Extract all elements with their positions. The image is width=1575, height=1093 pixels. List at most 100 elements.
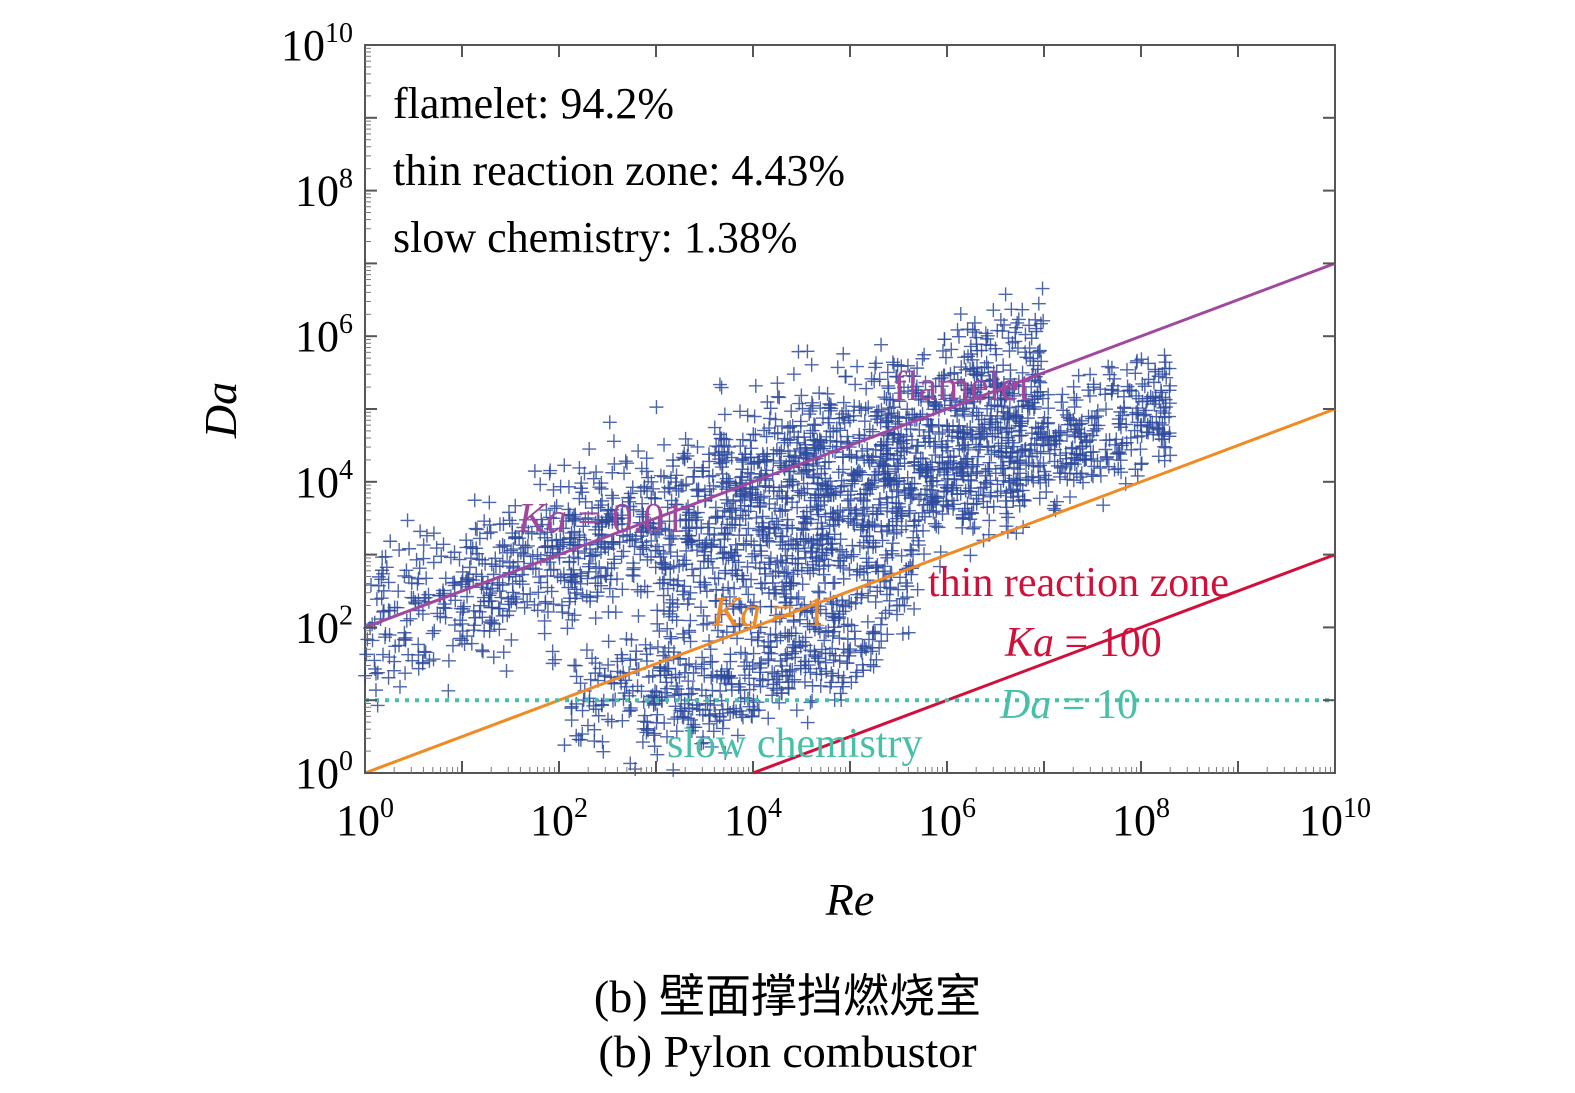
scatter-point	[810, 502, 825, 517]
scatter-point	[716, 551, 731, 566]
scatter-point	[482, 495, 497, 510]
scatter-point	[801, 658, 816, 673]
scatter-point	[953, 456, 968, 471]
scatter-point	[931, 418, 946, 433]
scatter-point	[745, 658, 760, 673]
scatter-point	[979, 331, 994, 346]
scatter-point	[1004, 302, 1019, 317]
scatter-point	[730, 728, 745, 743]
scatter-point	[508, 498, 523, 513]
scatter-point	[765, 688, 780, 703]
scatter-point	[836, 450, 851, 465]
scatter-point	[601, 634, 616, 649]
scatter-point	[739, 579, 754, 594]
scatter-point	[794, 485, 809, 500]
scatter-point	[847, 474, 862, 489]
scatter-point	[967, 520, 982, 535]
scatter-point	[977, 417, 992, 432]
scatter-point	[869, 356, 884, 371]
scatter-point	[893, 451, 908, 466]
scatter-point	[748, 378, 763, 393]
scatter-point	[759, 531, 774, 546]
scatter-point	[629, 644, 644, 659]
scatter-point	[888, 414, 903, 429]
scatter-point	[1011, 489, 1026, 504]
scatter-point	[1022, 341, 1037, 356]
scatter-point	[964, 505, 979, 520]
slow-chemistry-region-label: slow chemistry	[667, 721, 922, 767]
scatter-point	[713, 684, 728, 699]
scatter-point	[387, 600, 402, 615]
scatter-point	[637, 708, 652, 723]
scatter-point	[1079, 452, 1094, 467]
scatter-point	[605, 589, 620, 604]
scatter-point	[950, 425, 965, 440]
scatter-point	[860, 518, 875, 533]
scatter-point	[831, 465, 846, 480]
scatter-point	[775, 419, 790, 434]
scatter-point	[388, 639, 403, 654]
scatter-point	[938, 350, 953, 365]
scatter-point	[702, 482, 717, 497]
scatter-point	[955, 510, 970, 525]
scatter-point	[725, 512, 740, 527]
scatter-point	[1024, 331, 1039, 346]
scatter-point	[805, 423, 820, 438]
scatter-point	[391, 584, 406, 599]
scatter-point	[412, 561, 427, 576]
scatter-point	[674, 478, 689, 493]
scatter-point	[774, 480, 789, 495]
scatter-point	[943, 453, 958, 468]
scatter-point	[657, 437, 672, 452]
scatter-point	[1104, 360, 1119, 375]
scatter-point	[676, 626, 691, 641]
scatter-point	[767, 425, 782, 440]
scatter-point	[482, 614, 497, 629]
scatter-point	[699, 584, 714, 599]
scatter-point	[1085, 469, 1100, 484]
scatter-point	[784, 534, 799, 549]
scatter-point	[1033, 475, 1048, 490]
scatter-point	[556, 521, 571, 536]
scatter-point	[704, 539, 719, 554]
scatter-point	[650, 747, 665, 762]
scatter-point	[733, 645, 748, 660]
scatter-point	[376, 604, 391, 619]
scatter-point	[895, 626, 910, 641]
scatter-point	[746, 427, 761, 442]
scatter-point	[918, 435, 933, 450]
scatter-point	[533, 477, 548, 492]
scatter-point	[684, 533, 699, 548]
scatter-point	[790, 563, 805, 578]
scatter-point	[906, 518, 921, 533]
scatter-point	[859, 641, 874, 656]
scatter-point	[963, 386, 978, 401]
scatter-point	[540, 580, 555, 595]
scatter-point	[515, 524, 530, 539]
scatter-point	[1002, 343, 1017, 358]
scatter-point	[881, 518, 896, 533]
scatter-point	[760, 394, 775, 409]
scatter-point	[695, 650, 710, 665]
scatter-point	[1098, 442, 1113, 457]
scatter-point	[1008, 334, 1023, 349]
scatter-point	[984, 447, 999, 462]
scatter-point	[687, 460, 702, 475]
scatter-point	[681, 438, 696, 453]
scatter-point	[1008, 411, 1023, 426]
scatter-point	[409, 552, 424, 567]
scatter-point	[575, 727, 590, 742]
scatter-point	[763, 551, 778, 566]
scatter-point	[1002, 400, 1017, 415]
scatter-point	[1081, 409, 1096, 424]
scatter-point	[787, 672, 802, 687]
scatter-point	[1104, 386, 1119, 401]
scatter-point	[897, 444, 912, 459]
scatter-point	[1143, 389, 1158, 404]
scatter-point	[568, 591, 583, 606]
scatter-point	[774, 686, 789, 701]
scatter-point	[874, 634, 889, 649]
scatter-point	[892, 411, 907, 426]
scatter-point	[623, 527, 638, 542]
y-tick-label: 104	[295, 455, 353, 507]
